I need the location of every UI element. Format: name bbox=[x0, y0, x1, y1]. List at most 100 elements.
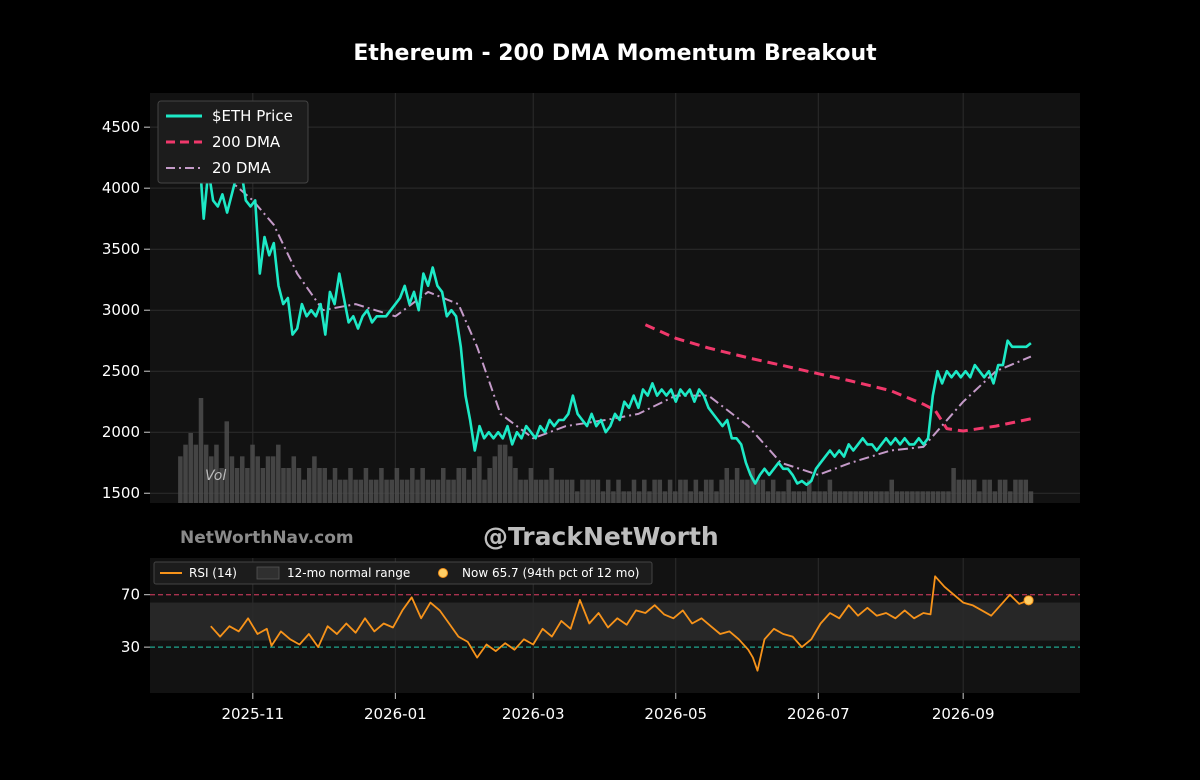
volume-bar bbox=[332, 468, 338, 503]
volume-bar bbox=[662, 491, 668, 503]
volume-bar bbox=[899, 491, 905, 503]
volume-bar bbox=[642, 479, 647, 503]
volume-bar bbox=[961, 479, 967, 503]
volume-bar bbox=[703, 479, 709, 503]
x-tick-label: 2026-07 bbox=[787, 705, 850, 723]
price-y-tick-label: 2500 bbox=[102, 362, 140, 380]
volume-bar bbox=[832, 491, 838, 503]
volume-bar bbox=[456, 468, 462, 503]
volume-bar bbox=[497, 444, 503, 503]
price-grid bbox=[150, 93, 1080, 503]
volume-bar bbox=[734, 468, 740, 503]
volume-bar bbox=[729, 479, 735, 503]
volume-bar bbox=[889, 479, 895, 503]
volume-bar bbox=[353, 479, 358, 503]
volume-bar bbox=[410, 468, 415, 503]
volume-bar bbox=[719, 479, 724, 503]
volume-bar bbox=[657, 479, 663, 503]
volume-bar bbox=[858, 491, 864, 503]
rsi-y-ticks: 30 70 bbox=[121, 586, 150, 656]
volume-bar bbox=[693, 479, 699, 503]
volume-bar bbox=[879, 491, 884, 503]
x-tick-label: 2026-05 bbox=[644, 705, 707, 723]
x-axis-ticks: 2025-11 2026-01 2026-03 2026-05 2026-07 2026-… bbox=[221, 693, 995, 723]
volume-bar bbox=[368, 479, 374, 503]
volume-bar bbox=[203, 444, 209, 503]
volume-bar bbox=[987, 479, 992, 503]
watermark-site: NetWorthNav.com bbox=[180, 528, 354, 548]
rsi-legend-swatch-now bbox=[438, 568, 448, 578]
volume-bar bbox=[1018, 479, 1023, 503]
volume-bar bbox=[910, 491, 915, 503]
volume-bar bbox=[523, 479, 529, 503]
volume-bar bbox=[770, 479, 776, 503]
volume-bar bbox=[569, 479, 575, 503]
series-line-200-dma bbox=[644, 323, 1032, 433]
volume-bar bbox=[807, 479, 812, 503]
volume-bar bbox=[863, 491, 869, 503]
rsi-legend-swatch-band bbox=[256, 566, 280, 580]
volume-bar bbox=[920, 491, 925, 503]
volume-bar bbox=[1008, 491, 1013, 503]
volume-bar bbox=[487, 468, 492, 503]
volume-bar bbox=[446, 479, 451, 503]
volume-bar bbox=[652, 479, 657, 503]
volume-bar bbox=[384, 479, 389, 503]
volume-bar bbox=[502, 444, 508, 503]
volume-bar bbox=[281, 468, 286, 503]
volume-bar bbox=[1002, 479, 1008, 503]
volume-bar bbox=[1028, 491, 1034, 503]
volume-bar bbox=[796, 491, 802, 503]
volume-bar bbox=[358, 479, 364, 503]
volume-bar bbox=[575, 491, 580, 503]
volume-bar bbox=[260, 468, 266, 503]
volume-bar bbox=[698, 491, 704, 503]
volume-bar bbox=[982, 479, 987, 503]
volume-bar bbox=[812, 491, 817, 503]
volume-bar bbox=[750, 468, 755, 503]
volume-bar bbox=[188, 433, 193, 503]
legend-label-price: $ETH Price bbox=[212, 107, 293, 125]
volume-bar bbox=[363, 468, 369, 503]
volume-bar bbox=[941, 491, 946, 503]
rsi-y-tick-label: 70 bbox=[121, 586, 140, 604]
volume-bar bbox=[626, 491, 632, 503]
volume-bar bbox=[739, 479, 745, 503]
price-y-ticks: 1500 2000 2500 3000 3500 4000 4500 bbox=[102, 118, 150, 502]
volume-bar bbox=[265, 456, 271, 503]
volume-bar bbox=[322, 468, 327, 503]
volume-bar bbox=[724, 468, 730, 503]
volume-bar bbox=[229, 456, 235, 503]
volume-bar bbox=[183, 444, 188, 503]
volume-bar bbox=[745, 479, 750, 503]
x-tick-label: 2026-03 bbox=[502, 705, 565, 723]
volume-bar bbox=[837, 491, 843, 503]
volume-bar bbox=[343, 479, 348, 503]
price-y-tick-label: 4000 bbox=[102, 179, 140, 197]
volume-bar bbox=[528, 468, 534, 503]
volume-bar bbox=[389, 479, 394, 503]
volume-bar bbox=[451, 479, 456, 503]
legend-label-dma200: 200 DMA bbox=[212, 133, 281, 151]
volume-bar bbox=[580, 479, 585, 503]
volume-bar bbox=[508, 456, 513, 503]
volume-bar bbox=[301, 479, 307, 503]
volume-bar bbox=[843, 491, 848, 503]
volume-bar bbox=[471, 468, 477, 503]
volume-bar bbox=[709, 479, 714, 503]
rsi-y-tick-label: 30 bbox=[121, 638, 140, 656]
volume-bar bbox=[214, 444, 219, 503]
series-line-rsi-14 bbox=[210, 575, 1029, 672]
volume-bar bbox=[276, 444, 281, 503]
volume-bar bbox=[554, 479, 559, 503]
volume-bar bbox=[420, 468, 425, 503]
volume-bar bbox=[595, 479, 601, 503]
volume-bar bbox=[198, 398, 204, 503]
volume-bar bbox=[296, 468, 302, 503]
volume-bar bbox=[209, 456, 214, 503]
volume-bar bbox=[291, 456, 297, 503]
volume-bar bbox=[337, 479, 343, 503]
x-tick-label: 2026-09 bbox=[932, 705, 995, 723]
volume-bar bbox=[234, 468, 240, 503]
